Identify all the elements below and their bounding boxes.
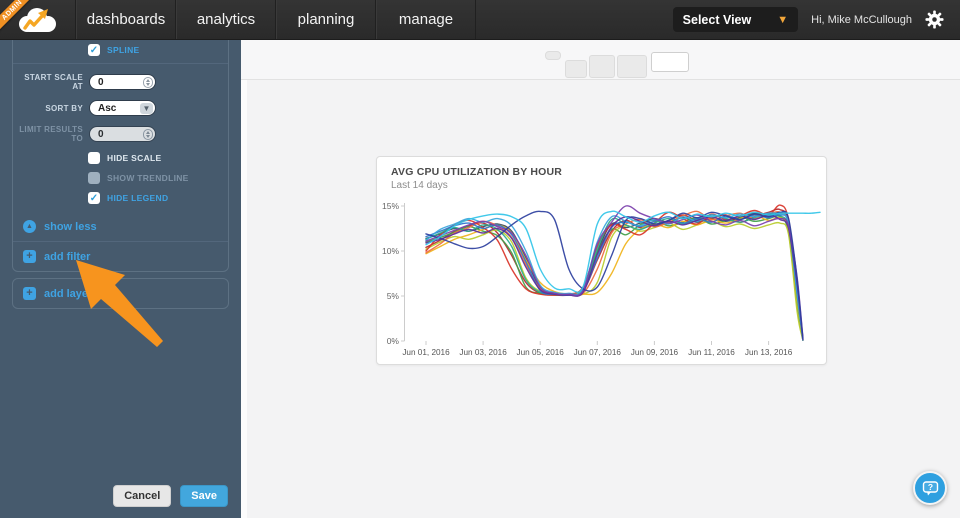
- cloud-logo-icon: [18, 7, 56, 32]
- chart-card-header: AVG CPU UTILIZATION BY HOUR Last 14 days: [377, 157, 826, 193]
- settings-gear-icon[interactable]: [925, 10, 944, 29]
- select-chevron-icon: ▼: [140, 102, 153, 114]
- spline-row: SPLINE: [13, 41, 228, 64]
- svg-text:10%: 10%: [382, 246, 399, 256]
- select-view-dropdown[interactable]: Select View ▼: [672, 7, 799, 32]
- sidebar: SPLINE START SCALE AT 0 SORT BY Asc ▼ LI…: [0, 40, 241, 518]
- sort-by-label: SORT BY: [45, 103, 83, 113]
- toolbar-strip: [241, 40, 960, 80]
- svg-text:?: ?: [927, 482, 932, 492]
- svg-text:Jun 01, 2016: Jun 01, 2016: [402, 348, 450, 357]
- limit-results-label: LIMIT RESULTS TO: [19, 125, 83, 143]
- hide-scale-row: HIDE SCALE: [88, 152, 228, 164]
- chevron-up-circle-icon: ▲: [23, 220, 36, 233]
- placeholder-pill: [545, 51, 561, 60]
- main-area: AVG CPU UTILIZATION BY HOUR Last 14 days…: [241, 40, 960, 518]
- chart-title: AVG CPU UTILIZATION BY HOUR: [391, 166, 563, 178]
- svg-text:Jun 03, 2016: Jun 03, 2016: [459, 348, 507, 357]
- spline-label: SPLINE: [107, 45, 140, 55]
- help-button[interactable]: ?: [913, 471, 947, 505]
- select-view-label: Select View: [682, 12, 752, 27]
- chart-subtitle: Last 14 days: [391, 180, 448, 191]
- hide-scale-label: HIDE SCALE: [107, 153, 162, 163]
- svg-text:15%: 15%: [382, 201, 399, 211]
- add-layer-button[interactable]: + add layer: [13, 279, 228, 308]
- hide-scale-checkbox[interactable]: [88, 152, 100, 164]
- logo[interactable]: ADMIN: [0, 0, 76, 39]
- chart-card: AVG CPU UTILIZATION BY HOUR Last 14 days…: [376, 156, 827, 365]
- nav-item-planning[interactable]: planning: [276, 0, 376, 39]
- svg-text:0%: 0%: [387, 336, 400, 346]
- help-bubble-icon: ?: [922, 480, 938, 495]
- sidebar-footer: Cancel Save: [0, 485, 228, 507]
- limit-results-value: 0: [98, 128, 104, 140]
- placeholder-box[interactable]: [565, 60, 587, 78]
- add-filter-link[interactable]: + add filter: [13, 241, 228, 271]
- start-scale-input[interactable]: 0: [89, 74, 156, 90]
- number-spinner-icon[interactable]: [143, 76, 153, 88]
- sort-by-row: SORT BY Asc ▼: [13, 100, 228, 116]
- nav-item-dashboards[interactable]: dashboards: [76, 0, 176, 39]
- sort-by-select[interactable]: Asc ▼: [89, 100, 156, 116]
- add-filter-label: add filter: [44, 250, 91, 263]
- layer-settings-panel: SPLINE START SCALE AT 0 SORT BY Asc ▼ LI…: [12, 40, 229, 272]
- placeholder-box[interactable]: [589, 55, 615, 78]
- cpu-chart[interactable]: 0% 5% 10% 15% Jun 01, 2016 Jun 03, 2016 Jun 05…: [377, 193, 826, 363]
- hide-legend-checkbox[interactable]: [88, 192, 100, 204]
- show-less-link[interactable]: ▲ show less: [13, 212, 228, 241]
- limit-results-input[interactable]: 0: [89, 126, 156, 142]
- svg-text:5%: 5%: [387, 291, 400, 301]
- nav-item-manage[interactable]: manage: [376, 0, 476, 39]
- placeholder-input[interactable]: [651, 52, 689, 72]
- plus-icon: +: [23, 287, 36, 300]
- show-trendline-row: SHOW TRENDLINE: [88, 172, 228, 184]
- add-layer-label: add layer: [44, 287, 93, 300]
- svg-text:Jun 05, 2016: Jun 05, 2016: [517, 348, 565, 357]
- spline-checkbox[interactable]: [88, 44, 100, 56]
- svg-text:Jun 13, 2016: Jun 13, 2016: [745, 348, 793, 357]
- svg-text:Jun 11, 2016: Jun 11, 2016: [688, 348, 735, 357]
- svg-text:Jun 07, 2016: Jun 07, 2016: [574, 348, 622, 357]
- placeholder-box[interactable]: [617, 55, 647, 78]
- toolbar-placeholder-cluster: [545, 50, 689, 78]
- sort-by-value: Asc: [98, 102, 117, 114]
- hide-legend-label: HIDE LEGEND: [107, 193, 169, 203]
- top-nav: ADMIN dashboards analytics planning mana…: [0, 0, 960, 40]
- start-scale-value: 0: [98, 76, 104, 88]
- start-scale-row: START SCALE AT 0: [13, 73, 228, 91]
- user-greeting: Hi, Mike McCullough: [811, 13, 912, 26]
- chevron-down-icon: ▼: [777, 13, 789, 26]
- plus-icon: +: [23, 250, 36, 263]
- save-button[interactable]: Save: [180, 485, 228, 507]
- show-trendline-checkbox[interactable]: [88, 172, 100, 184]
- cancel-button[interactable]: Cancel: [113, 485, 172, 507]
- show-less-label: show less: [44, 220, 97, 233]
- svg-text:Jun 09, 2016: Jun 09, 2016: [631, 348, 679, 357]
- hide-legend-row: HIDE LEGEND: [88, 192, 228, 204]
- add-layer-panel: + add layer: [12, 278, 229, 309]
- limit-results-row: LIMIT RESULTS TO 0: [13, 125, 228, 143]
- start-scale-label: START SCALE AT: [24, 73, 83, 91]
- show-trendline-label: SHOW TRENDLINE: [107, 173, 189, 183]
- nav-item-analytics[interactable]: analytics: [176, 0, 276, 39]
- number-spinner-icon[interactable]: [143, 128, 153, 140]
